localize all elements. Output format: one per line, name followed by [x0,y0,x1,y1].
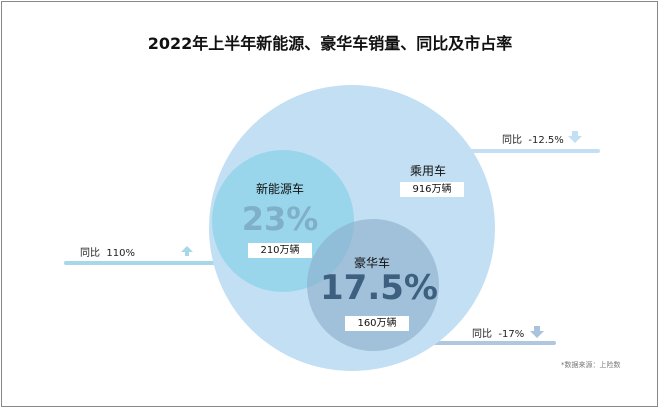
luxury-share: 17.5% [320,268,438,308]
passenger-yoy-label: 同比 [502,135,522,146]
passenger-label: 乘用车 [410,164,447,178]
nev-share: 23% [241,200,319,238]
luxury-yoy-value: -17% [498,329,525,340]
passenger-yoy-value: -12.5% [528,135,564,146]
chart-title: 2022年上半年新能源、豪华车销量、同比及市占率 [147,34,513,53]
luxury-yoy-label: 同比 [472,329,492,340]
luxury-label: 豪华车 [354,256,391,270]
nev-yoy: 同比 110% [80,244,135,259]
data-source: *数据来源：上险数 [561,361,621,369]
nev-yoy-value: 110% [106,248,135,259]
passenger-down-arrow-icon [568,131,582,143]
nev-up-arrow-icon [181,246,193,256]
passenger-yoy: 同比 -12.5% [502,131,564,146]
luxury-down-arrow-icon [530,326,544,338]
nev-yoy-label: 同比 [80,248,100,259]
nev-label: 新能源车 [256,182,305,196]
luxury-volume: 160万辆 [345,316,409,331]
passenger-volume: 916万辆 [400,182,464,197]
nev-volume: 210万辆 [248,243,312,258]
luxury-yoy: 同比 -17% [472,325,524,340]
